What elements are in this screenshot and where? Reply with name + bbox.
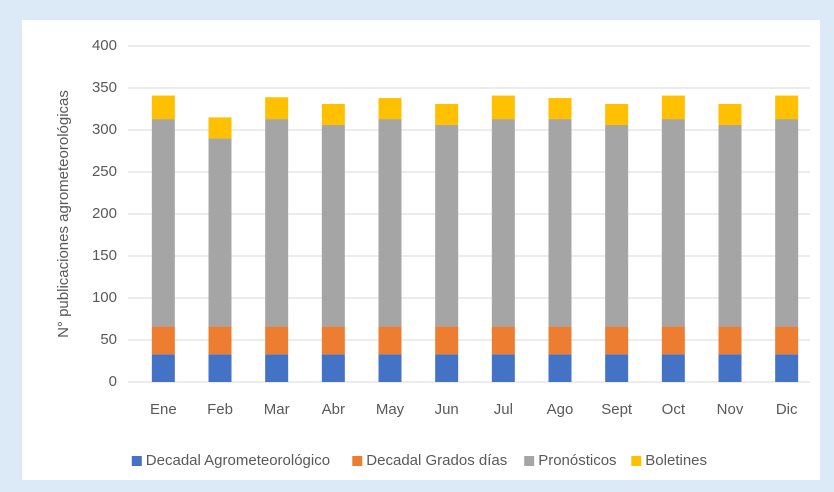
y-tick-label: 400 [92,37,117,54]
bar-segment [435,354,459,382]
bar-segment [491,95,515,120]
bar-segment [661,326,685,355]
bar-segment [321,354,345,382]
bar-segment [605,354,629,382]
y-tick-label: 350 [92,79,117,96]
bar-segment [435,103,459,125]
x-tick-label: Abr [322,401,345,418]
bar-segment [151,95,175,120]
legend-label: Boletines [645,452,707,469]
y-tick-label: 50 [100,331,117,348]
x-tick-label: Feb [207,401,233,418]
y-tick-label: 300 [92,121,117,138]
bar-segment [435,124,459,327]
legend-swatch [631,456,642,466]
y-tick-label: 150 [92,247,117,264]
bar-segment [775,95,799,120]
x-tick-label: May [376,401,405,418]
bar-segment [548,354,572,382]
bar-segment [661,95,685,120]
legend-label: Decadal Agrometeorológico [146,452,330,469]
bar-segment [208,117,232,139]
y-tick-label: 250 [92,163,117,180]
bar-segment [548,326,572,355]
bar-segment [321,103,345,125]
bar-segment [265,119,289,327]
bar-segment [718,103,742,125]
legend-swatch [524,456,535,466]
x-tick-label: Ene [150,401,177,418]
bar-segment [775,119,799,327]
legend-swatch [352,456,363,466]
bar-segment [661,354,685,382]
x-tick-label: Sept [601,401,633,418]
chart-panel [22,20,820,480]
bar-segment [378,326,402,355]
bar-segment [151,326,175,355]
x-tick-label: Dic [776,401,798,418]
bar-segment [321,326,345,355]
bar-segment [605,124,629,327]
legend-swatch [131,456,142,466]
bar-segment [151,354,175,382]
bar-segment [661,119,685,327]
bar-segment [208,326,232,355]
bar-segment [265,326,289,355]
bar-segment [548,98,572,120]
bar-segment [265,354,289,382]
x-tick-label: Jun [435,401,459,418]
bar-segment [718,124,742,327]
bar-segment [718,326,742,355]
bar-segment [491,119,515,327]
x-tick-label: Jul [494,401,513,418]
bar-segment [321,124,345,327]
bar-segment [378,98,402,120]
y-tick-label: 200 [92,205,117,222]
bar-segment [378,354,402,382]
bar-segment [378,119,402,327]
bar-segment [775,354,799,382]
x-tick-label: Mar [264,401,290,418]
x-tick-label: Ago [547,401,574,418]
x-tick-label: Oct [662,401,686,418]
bar-segment [208,138,232,327]
bar-segment [491,326,515,355]
y-tick-label: 0 [109,373,117,390]
bar-segment [605,103,629,125]
y-axis-label: N° publicaciones agrometeorológicas [55,90,72,338]
bar-segment [491,354,515,382]
bar-segment [208,354,232,382]
bar-segment [435,326,459,355]
legend-label: Pronósticos [538,452,616,469]
bar-segment [151,119,175,327]
y-tick-label: 100 [92,289,117,306]
x-tick-label: Nov [717,401,744,418]
bar-segment [605,326,629,355]
legend-label: Decadal Grados días [366,452,507,469]
bar-segment [548,119,572,327]
bar-segment [718,354,742,382]
bar-segment [265,97,289,120]
bar-segment [775,326,799,355]
